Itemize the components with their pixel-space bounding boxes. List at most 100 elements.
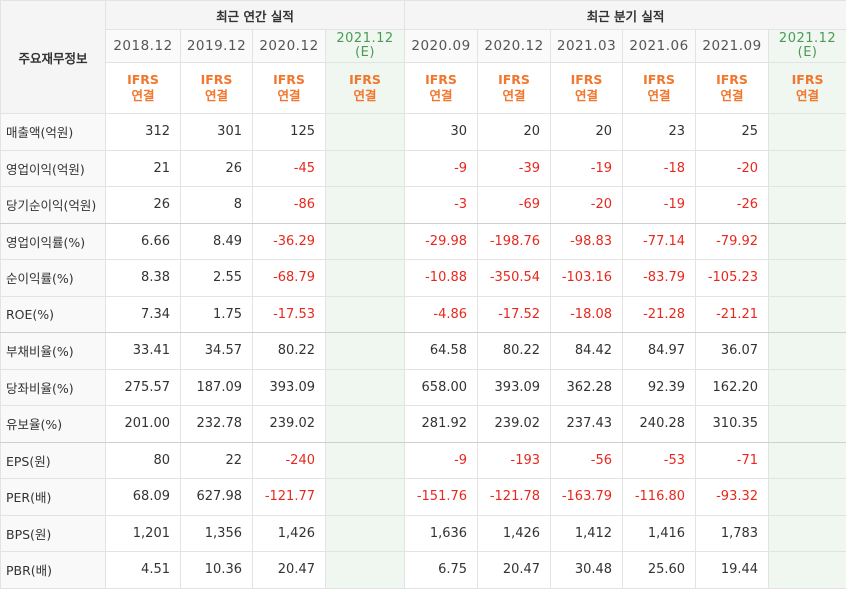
value-cell: -9 [405,442,478,479]
value-cell: -116.80 [623,479,696,516]
period-label: 2021.12 [779,31,836,46]
estimate-value-cell [326,479,405,516]
quarter-period-header: 2020.12 [478,30,551,63]
annual-period-header: 2019.12 [181,30,253,63]
estimate-marker: (E) [355,45,375,60]
estimate-value-cell [326,260,405,297]
value-cell: -3 [405,187,478,224]
value-cell: 84.97 [623,333,696,370]
value-cell: 25 [696,114,769,151]
value-cell: -53 [623,442,696,479]
value-cell: -71 [696,442,769,479]
period-label: 2020.12 [259,38,318,54]
annual-group-header: 최근 연간 실적 [106,1,405,30]
estimate-value-cell [769,260,846,297]
value-cell: -39 [478,150,551,187]
value-cell: 7.34 [106,296,181,333]
metric-label: 매출액(억원) [1,114,106,151]
estimate-value-cell [769,552,846,589]
estimate-value-cell [326,552,405,589]
metric-label: 순이익률(%) [1,260,106,297]
value-cell: 4.51 [106,552,181,589]
estimate-value-cell [769,406,846,443]
value-cell: -19 [623,187,696,224]
value-cell: 1,201 [106,515,181,552]
estimate-value-cell [326,333,405,370]
value-cell: 68.09 [106,479,181,516]
value-cell: -240 [253,442,326,479]
value-cell: 6.66 [106,223,181,260]
value-cell: -121.77 [253,479,326,516]
value-cell: 627.98 [181,479,253,516]
ifrs-label: IFRS [349,72,381,87]
estimate-value-cell [326,114,405,151]
value-cell: 1,356 [181,515,253,552]
annual-period-header: 2018.12 [106,30,181,63]
consolidated-label: 연결 [131,88,154,103]
metric-label: ROE(%) [1,296,106,333]
estimate-value-cell [769,333,846,370]
estimate-value-cell [769,369,846,406]
value-cell: 1,412 [551,515,623,552]
row-label-header: 주요재무정보 [1,1,106,114]
estimate-value-cell [326,442,405,479]
value-cell: 33.41 [106,333,181,370]
value-cell: 240.28 [623,406,696,443]
consolidated-label: 연결 [354,88,377,103]
value-cell: -93.32 [696,479,769,516]
estimate-value-cell [326,150,405,187]
estimate-value-cell [326,187,405,224]
value-cell: -18 [623,150,696,187]
value-cell: -98.83 [551,223,623,260]
consolidated-label: 연결 [796,88,819,103]
estimate-value-cell [769,187,846,224]
value-cell: 1,426 [253,515,326,552]
value-cell: -69 [478,187,551,224]
value-cell: 23 [623,114,696,151]
value-cell: -350.54 [478,260,551,297]
ifrs-label: IFRS [273,72,305,87]
value-cell: -29.98 [405,223,478,260]
quarter-period-header: 2021.06 [623,30,696,63]
consolidated-label: 연결 [205,88,228,103]
value-cell: 30 [405,114,478,151]
ifrs-label: IFRS [716,72,748,87]
value-cell: 125 [253,114,326,151]
value-cell: 162.20 [696,369,769,406]
value-cell: 10.36 [181,552,253,589]
value-cell: -77.14 [623,223,696,260]
value-cell: 80.22 [478,333,551,370]
value-cell: -45 [253,150,326,187]
value-cell: -56 [551,442,623,479]
period-label: 2019.12 [187,38,246,54]
consolidated-label: 연결 [648,88,671,103]
value-cell: 1,783 [696,515,769,552]
value-cell: -10.88 [405,260,478,297]
period-label: 2021.09 [702,38,761,54]
estimate-value-cell [326,296,405,333]
estimate-value-cell [326,223,405,260]
value-cell: -17.53 [253,296,326,333]
value-cell: -36.29 [253,223,326,260]
value-cell: 26 [106,187,181,224]
value-cell: -79.92 [696,223,769,260]
value-cell: 8.49 [181,223,253,260]
value-cell: 6.75 [405,552,478,589]
period-label: 2021.03 [557,38,616,54]
metric-label: 영업이익률(%) [1,223,106,260]
estimate-value-cell [769,223,846,260]
